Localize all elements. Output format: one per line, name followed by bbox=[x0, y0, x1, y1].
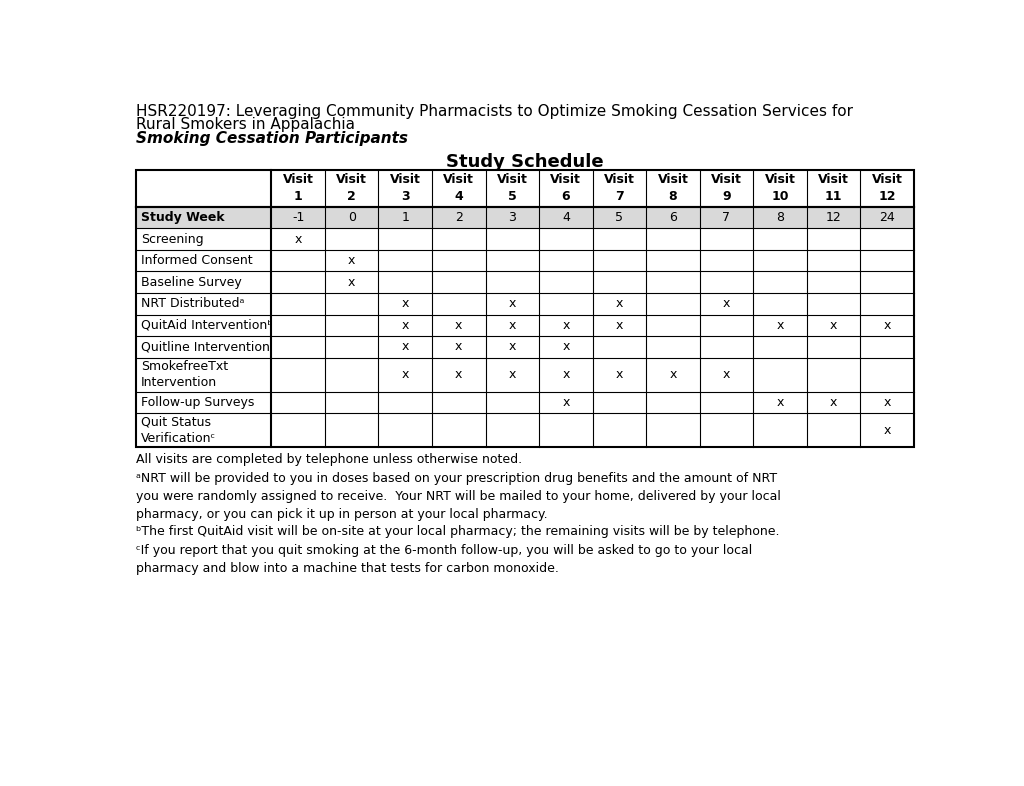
Text: 0: 0 bbox=[348, 211, 355, 224]
Text: Visit
6: Visit 6 bbox=[551, 173, 582, 204]
Text: Visit
1: Visit 1 bbox=[283, 173, 313, 204]
Text: ᵃNRT will be provided to you in doses based on your prescription drug benefits a: ᵃNRT will be provided to you in doses ba… bbox=[136, 472, 780, 521]
Text: Visit
4: Visit 4 bbox=[443, 173, 474, 204]
Text: x: x bbox=[884, 396, 891, 409]
Text: x: x bbox=[562, 368, 569, 381]
Text: 5: 5 bbox=[615, 211, 624, 224]
Text: x: x bbox=[295, 233, 302, 245]
Text: 2: 2 bbox=[455, 211, 463, 224]
Text: x: x bbox=[615, 319, 623, 332]
Text: x: x bbox=[723, 368, 730, 381]
Text: 1: 1 bbox=[401, 211, 410, 224]
Text: Quit Status
Verificationᶜ: Quit Status Verificationᶜ bbox=[141, 416, 216, 445]
Text: Rural Smokers in Appalachia: Rural Smokers in Appalachia bbox=[136, 117, 354, 132]
Text: x: x bbox=[776, 319, 783, 332]
Text: SmokefreeTxt
Intervention: SmokefreeTxt Intervention bbox=[141, 360, 228, 389]
Text: x: x bbox=[455, 368, 463, 381]
Text: Smoking Cessation Participants: Smoking Cessation Participants bbox=[136, 131, 408, 146]
Text: x: x bbox=[615, 368, 623, 381]
Text: Visit
3: Visit 3 bbox=[390, 173, 421, 204]
Text: Study Schedule: Study Schedule bbox=[446, 152, 603, 171]
Text: x: x bbox=[829, 396, 838, 409]
Text: x: x bbox=[509, 319, 516, 332]
Bar bbox=[136, 207, 913, 228]
Text: x: x bbox=[401, 340, 409, 354]
Text: x: x bbox=[884, 319, 891, 332]
Text: x: x bbox=[615, 297, 623, 310]
Text: All visits are completed by telephone unless otherwise noted.: All visits are completed by telephone un… bbox=[136, 454, 522, 466]
Text: x: x bbox=[509, 297, 516, 310]
Text: Visit
2: Visit 2 bbox=[336, 173, 368, 204]
Text: Screening: Screening bbox=[141, 233, 204, 245]
Text: x: x bbox=[562, 340, 569, 354]
Text: 12: 12 bbox=[825, 211, 842, 224]
Text: x: x bbox=[884, 424, 891, 436]
Text: x: x bbox=[670, 368, 677, 381]
Text: x: x bbox=[776, 396, 783, 409]
Text: x: x bbox=[455, 319, 463, 332]
Text: Visit
10: Visit 10 bbox=[765, 173, 796, 204]
Text: x: x bbox=[509, 368, 516, 381]
Text: NRT Distributedᵃ: NRT Distributedᵃ bbox=[141, 297, 245, 310]
Text: 4: 4 bbox=[562, 211, 569, 224]
Text: Visit
8: Visit 8 bbox=[657, 173, 688, 204]
Text: -1: -1 bbox=[292, 211, 304, 224]
Text: Visit
9: Visit 9 bbox=[711, 173, 742, 204]
Text: 6: 6 bbox=[669, 211, 677, 224]
Text: x: x bbox=[562, 319, 569, 332]
Text: x: x bbox=[562, 396, 569, 409]
Text: ᵇThe first QuitAid visit will be on-site at your local pharmacy; the remaining v: ᵇThe first QuitAid visit will be on-site… bbox=[136, 526, 779, 538]
Text: 3: 3 bbox=[508, 211, 516, 224]
Text: 8: 8 bbox=[776, 211, 784, 224]
Text: ᶜIf you report that you quit smoking at the 6-month follow-up, you will be asked: ᶜIf you report that you quit smoking at … bbox=[136, 544, 752, 575]
Text: Study Week: Study Week bbox=[141, 211, 225, 224]
Text: Visit
12: Visit 12 bbox=[871, 173, 902, 204]
Text: x: x bbox=[723, 297, 730, 310]
Text: x: x bbox=[348, 276, 355, 288]
Text: x: x bbox=[455, 340, 463, 354]
Text: x: x bbox=[348, 254, 355, 267]
Text: 7: 7 bbox=[723, 211, 730, 224]
Text: QuitAid Interventionᵇ: QuitAid Interventionᵇ bbox=[141, 319, 272, 332]
Text: HSR220197: Leveraging Community Pharmacists to Optimize Smoking Cessation Servic: HSR220197: Leveraging Community Pharmaci… bbox=[136, 104, 853, 119]
Text: x: x bbox=[401, 368, 409, 381]
Text: Visit
11: Visit 11 bbox=[818, 173, 849, 204]
Text: Quitline Intervention: Quitline Intervention bbox=[141, 340, 270, 354]
Text: x: x bbox=[401, 319, 409, 332]
Text: x: x bbox=[401, 297, 409, 310]
Text: Informed Consent: Informed Consent bbox=[141, 254, 253, 267]
Text: x: x bbox=[509, 340, 516, 354]
Text: x: x bbox=[829, 319, 838, 332]
Text: Follow-up Surveys: Follow-up Surveys bbox=[141, 396, 255, 409]
Text: 24: 24 bbox=[880, 211, 895, 224]
Text: Visit
5: Visit 5 bbox=[497, 173, 527, 204]
Text: Visit
7: Visit 7 bbox=[604, 173, 635, 204]
Bar bbox=[136, 170, 913, 447]
Text: Baseline Survey: Baseline Survey bbox=[141, 276, 242, 288]
